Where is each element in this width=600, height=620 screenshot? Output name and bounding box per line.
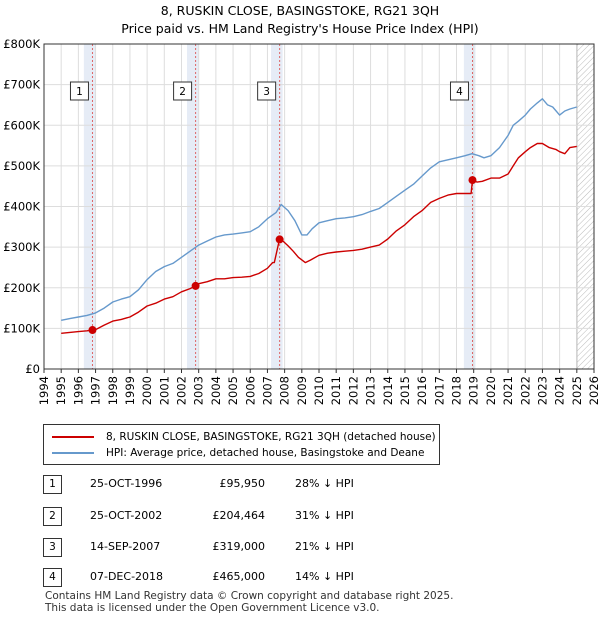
x-tick-label: 2008 (278, 376, 292, 405)
transaction-date: 25-OCT-1996 (90, 477, 163, 490)
transaction-label-box-1 (69, 81, 89, 101)
y-tick-label: £0 (25, 362, 40, 376)
transaction-price: £319,000 (212, 540, 266, 553)
transaction-number: 1 (43, 475, 62, 494)
transaction-label-2: 2 (179, 86, 186, 98)
x-tick-label: 2009 (295, 376, 309, 405)
x-tick-label: 2022 (518, 376, 532, 405)
transaction-marker-3 (275, 235, 284, 244)
footer-licence: This data is licensed under the Open Gov… (45, 602, 380, 614)
x-tick-label: 2014 (381, 376, 395, 405)
transaction-date: 07-DEC-2018 (90, 570, 164, 583)
x-tick-label: 1998 (106, 376, 120, 405)
x-tick-label: 1994 (37, 376, 51, 405)
transaction-date: 14-SEP-2007 (90, 540, 161, 553)
x-tick-label: 2025 (570, 376, 584, 405)
transaction-date: 25-OCT-2002 (90, 509, 163, 522)
x-tick-label: 2000 (140, 376, 154, 405)
x-tick-label: 2005 (226, 376, 240, 405)
y-tick-label: £100K (3, 321, 40, 335)
legend-item-property: 8, RUSKIN CLOSE, BASINGSTOKE, RG21 3QH (… (52, 430, 436, 444)
transaction-marker-1 (88, 326, 97, 335)
x-tick-label: 2007 (260, 376, 274, 405)
x-tick-label: 2004 (209, 376, 223, 405)
x-tick-label: 2021 (501, 376, 515, 405)
y-tick-label: £400K (3, 200, 40, 214)
x-tick-label: 2023 (535, 376, 549, 405)
transaction-hpi-diff: 31% ↓ HPI (295, 509, 354, 522)
x-tick-label: 2003 (192, 376, 206, 405)
y-tick-label: £800K (3, 37, 40, 51)
legend-label-property: 8, RUSKIN CLOSE, BASINGSTOKE, RG21 3QH (… (106, 431, 436, 443)
transaction-price: £95,950 (219, 477, 266, 490)
transaction-label-1: 1 (76, 86, 83, 98)
y-tick-label: £200K (3, 281, 40, 295)
transaction-price: £204,464 (212, 509, 266, 522)
plot-frame (43, 43, 595, 370)
x-tick-label: 2016 (415, 376, 429, 405)
transaction-label-box-2 (173, 81, 193, 101)
property-series-line (61, 142, 577, 334)
chart-subtitle: Price paid vs. HM Land Registry's House … (121, 21, 479, 36)
x-tick-label: 2006 (243, 376, 257, 405)
x-tick-label: 1999 (123, 376, 137, 405)
price-chart: £0 £100K £200K £300K £400K £500K £600K £700K £80… (3, 37, 600, 405)
transaction-number: 4 (43, 568, 62, 587)
x-tick-label: 1996 (71, 376, 85, 405)
x-tick-label: 2001 (157, 376, 171, 405)
transaction-marker-2 (191, 281, 200, 290)
legend-label-hpi: HPI: Average price, detached house, Basi… (106, 447, 425, 459)
y-tick-label: £700K (3, 78, 40, 92)
y-tick-label: £600K (3, 118, 40, 132)
x-tick-label: 2026 (587, 376, 600, 405)
legend-swatch-hpi (52, 452, 94, 454)
transaction-label-3: 3 (263, 86, 270, 98)
transaction-hpi-diff: 28% ↓ HPI (295, 477, 354, 490)
x-tick-label: 2012 (346, 376, 360, 405)
x-tick-label: 2024 (553, 376, 567, 405)
x-tick-label: 2018 (450, 376, 464, 405)
chart-title: 8, RUSKIN CLOSE, BASINGSTOKE, RG21 3QH (160, 3, 440, 18)
transaction-number: 3 (43, 538, 62, 557)
transaction-hpi-diff: 21% ↓ HPI (295, 540, 354, 553)
hpi-series-line (61, 98, 577, 321)
x-tick-label: 2002 (175, 376, 189, 405)
x-tick-label: 2011 (329, 376, 343, 405)
legend-swatch-property (52, 436, 94, 438)
x-tick-label: 2020 (484, 376, 498, 405)
transaction-hpi-diff: 14% ↓ HPI (295, 570, 354, 583)
transaction-label-4: 4 (456, 86, 463, 98)
y-tick-label: £300K (3, 240, 40, 254)
footer-copyright: Contains HM Land Registry data © Crown c… (45, 590, 454, 602)
transaction-label-box-3 (257, 81, 277, 101)
x-tick-label: 2017 (432, 376, 446, 405)
x-tick-label: 2010 (312, 376, 326, 405)
x-tick-label: 2015 (398, 376, 412, 405)
x-tick-label: 1995 (54, 376, 68, 405)
legend: 8, RUSKIN CLOSE, BASINGSTOKE, RG21 3QH (… (43, 424, 440, 465)
transaction-number: 2 (43, 507, 62, 526)
transaction-price: £465,000 (212, 570, 266, 583)
transaction-marker-4 (468, 176, 477, 185)
x-tick-label: 2019 (467, 376, 481, 405)
x-tick-label: 1997 (89, 376, 103, 405)
transaction-label-box-4 (449, 81, 469, 101)
legend-item-hpi: HPI: Average price, detached house, Basi… (52, 446, 424, 460)
y-tick-label: £500K (3, 159, 40, 173)
x-tick-label: 2013 (364, 376, 378, 405)
